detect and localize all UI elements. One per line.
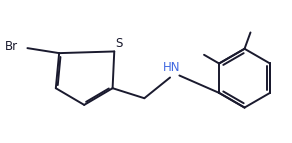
- Text: S: S: [116, 37, 123, 50]
- Text: Br: Br: [5, 40, 18, 53]
- Text: HN: HN: [163, 60, 181, 74]
